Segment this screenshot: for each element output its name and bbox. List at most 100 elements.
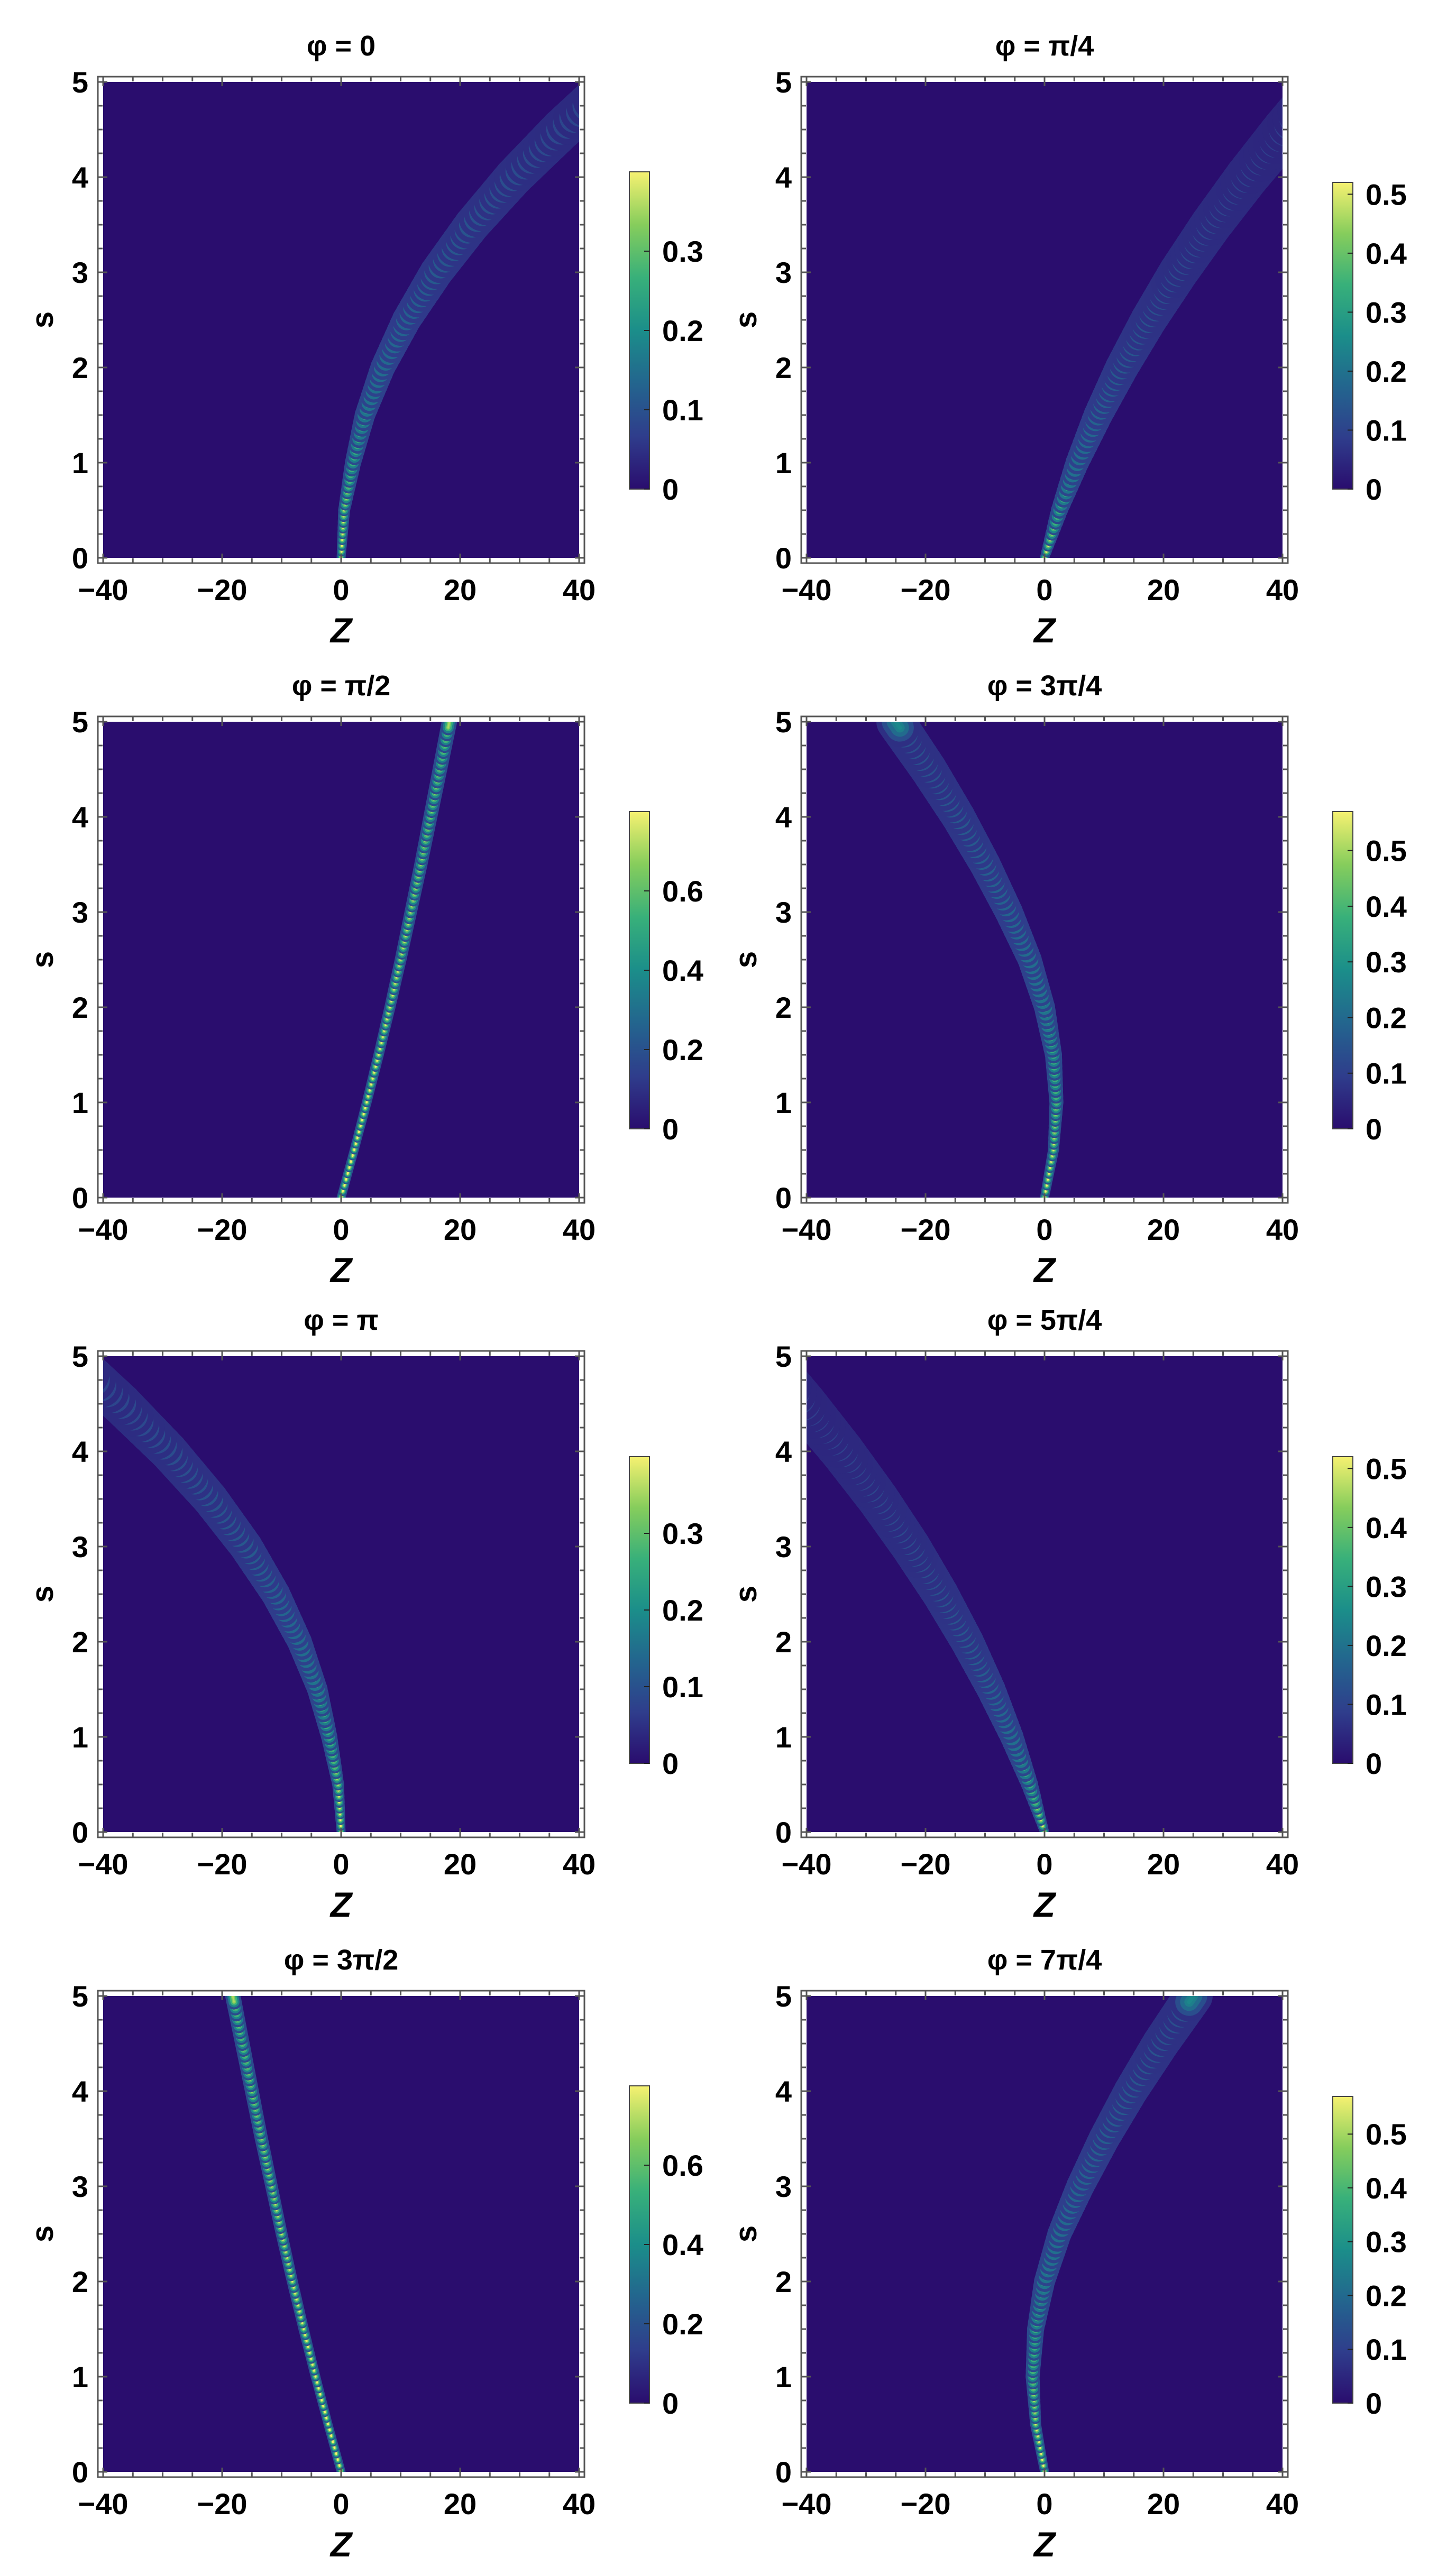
x-axis-label: Z — [329, 1250, 353, 1290]
colorbar-tick-label: 0.4 — [662, 954, 703, 987]
colorbar-tick-label: 0.5 — [1366, 1452, 1407, 1485]
colorbar-tick-label: 0.1 — [1366, 1688, 1407, 1721]
heatmap-ridge — [876, 722, 1064, 1198]
y-tick-label: 3 — [775, 1530, 792, 1563]
heatmap-ridge — [1040, 97, 1283, 558]
x-tick-label: 0 — [1036, 1213, 1052, 1246]
y-tick-label: 0 — [72, 1181, 88, 1215]
x-tick-label: 40 — [563, 1847, 596, 1881]
colorbar-tick-label: 0.2 — [662, 2307, 703, 2341]
heatmap-ridge — [1025, 1996, 1213, 2472]
y-tick-label: 5 — [72, 66, 88, 99]
panel-7: −40 −20 0 20 40 0 1 2 3 4 5 φ = 3π/2 Zs 0 0.2 0.4 0.6 — [25, 1944, 703, 2564]
panel-title: φ = π — [304, 1304, 379, 1336]
colorbar-tick-label: 0 — [1366, 1747, 1382, 1780]
x-tick-label: −40 — [78, 1213, 129, 1246]
heatmap-ridge — [336, 722, 457, 1198]
y-tick-label: 2 — [72, 1625, 88, 1659]
x-tick-label: 20 — [444, 2487, 477, 2520]
y-tick-label: 4 — [775, 1435, 792, 1468]
colorbar-tick-label: 0.1 — [1366, 1057, 1407, 1090]
x-tick-label: 0 — [1036, 2487, 1052, 2520]
x-axis-label: Z — [329, 1885, 353, 1924]
x-tick-label: 20 — [1147, 1847, 1180, 1881]
x-tick-label: 0 — [333, 2487, 349, 2520]
y-tick-label: 2 — [775, 1625, 792, 1659]
x-tick-label: 40 — [563, 573, 596, 606]
colorbar-tick-label: 0.4 — [662, 2228, 703, 2261]
y-tick-label: 1 — [775, 1721, 792, 1754]
colorbar-tick-label: 0.4 — [1366, 890, 1407, 923]
y-tick-label: 4 — [72, 161, 88, 194]
y-axis-label: s — [25, 311, 60, 328]
heatmap-ridge — [807, 1372, 1049, 1832]
x-tick-label: −40 — [78, 573, 129, 606]
y-tick-label: 5 — [775, 705, 792, 739]
y-axis-label: s — [25, 2225, 60, 2242]
x-tick-label: 40 — [563, 2487, 596, 2520]
x-axis-label: Z — [1033, 2525, 1057, 2564]
x-axis-label: Z — [1033, 1885, 1057, 1924]
x-tick-label: 40 — [563, 1213, 596, 1246]
y-tick-label: 1 — [72, 2360, 88, 2394]
y-axis-label: s — [729, 311, 763, 328]
x-tick-label: 0 — [333, 573, 349, 606]
colorbar-tick-label: 0.2 — [1366, 2279, 1407, 2312]
x-tick-label: 0 — [333, 1213, 349, 1246]
x-tick-label: 20 — [444, 1847, 477, 1881]
colorbar-tick-label: 0 — [662, 1747, 679, 1780]
colorbar-tick-label: 0.2 — [662, 1033, 703, 1066]
colorbar — [1332, 2096, 1353, 2404]
colorbar — [1332, 182, 1353, 490]
x-tick-label: −20 — [901, 1213, 951, 1246]
y-tick-label: 5 — [72, 705, 88, 739]
x-tick-label: 40 — [1266, 1213, 1299, 1246]
panel-4: −40 −20 0 20 40 0 1 2 3 4 5 φ = 3π/4 Zs 0 0.1 0.2 0.3 0.4… — [729, 670, 1407, 1290]
y-tick-label: 3 — [775, 896, 792, 929]
axis-ticks — [98, 77, 584, 563]
colorbar-tick-label: 0.5 — [1366, 834, 1407, 868]
y-axis-label: s — [25, 951, 60, 968]
heatmap-background — [807, 1356, 1283, 1832]
x-tick-label: 20 — [1147, 573, 1180, 606]
colorbar-tick-label: 0 — [1366, 473, 1382, 506]
heatmap-background — [103, 82, 579, 558]
y-tick-label: 1 — [72, 1086, 88, 1119]
colorbar-tick-label: 0 — [662, 473, 679, 506]
heatmap-ridge — [336, 84, 579, 558]
x-tick-label: 40 — [1266, 2487, 1299, 2520]
y-tick-label: 1 — [775, 1086, 792, 1119]
y-tick-label: 5 — [72, 1340, 88, 1373]
colorbar-tick-label: 0.2 — [1366, 355, 1407, 388]
y-tick-label: 1 — [775, 2360, 792, 2394]
x-tick-label: 20 — [444, 1213, 477, 1246]
heatmap-background — [807, 1996, 1283, 2472]
panel-title: φ = π/4 — [995, 30, 1094, 62]
x-tick-label: 20 — [1147, 1213, 1180, 1246]
axis-ticks — [801, 1351, 1288, 1837]
heatmap-background — [103, 1356, 579, 1832]
y-tick-label: 3 — [775, 256, 792, 289]
axis-ticks — [98, 1991, 584, 2477]
x-tick-label: 40 — [1266, 1847, 1299, 1881]
x-tick-label: −40 — [78, 1847, 129, 1881]
y-tick-label: 4 — [72, 1435, 88, 1468]
panel-6: −40 −20 0 20 40 0 1 2 3 4 5 φ = 5π/4 Zs 0 0.1 0.2 0.3 0.4… — [729, 1304, 1407, 1924]
panel-5: −40 −20 0 20 40 0 1 2 3 4 5 φ = π Zs 0 0.1 0.2 0.3 — [25, 1304, 703, 1924]
y-tick-label: 4 — [72, 801, 88, 834]
x-tick-label: 40 — [1266, 573, 1299, 606]
colorbar-tick-label: 0.2 — [1366, 1629, 1407, 1662]
panel-1: −40 −20 0 20 40 0 1 2 3 4 5 φ = 0 Zs 0 0.1 0.2 0.3 — [25, 30, 703, 650]
y-tick-label: 2 — [775, 351, 792, 384]
colorbar-tick-label: 0.3 — [1366, 296, 1407, 329]
y-tick-label: 3 — [72, 256, 88, 289]
y-tick-label: 1 — [72, 1721, 88, 1754]
y-tick-label: 2 — [775, 991, 792, 1024]
y-tick-label: 4 — [775, 161, 792, 194]
panel-2: −40 −20 0 20 40 0 1 2 3 4 5 φ = π/4 Zs 0 0.1 0.2 0.3 0.4 0… — [729, 30, 1407, 650]
colorbar-tick-label: 0.2 — [662, 1594, 703, 1627]
colorbar-tick-label: 0.1 — [1366, 413, 1407, 447]
x-tick-label: 20 — [444, 573, 477, 606]
y-axis-label: s — [729, 951, 763, 968]
